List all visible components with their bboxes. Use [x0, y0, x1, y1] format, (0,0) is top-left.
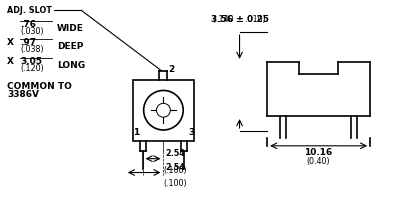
Text: 1: 1: [133, 128, 139, 137]
Text: .76: .76: [20, 20, 36, 29]
Text: (0.40): (0.40): [307, 157, 330, 166]
Text: (.030): (.030): [20, 27, 44, 36]
Circle shape: [156, 103, 170, 117]
Text: X: X: [7, 57, 14, 66]
Bar: [133, 80, 194, 141]
Circle shape: [144, 90, 183, 130]
Text: (.140 ± .010): (.140 ± .010): [213, 5, 266, 24]
Text: WIDE: WIDE: [57, 24, 84, 33]
Text: 2.54: 2.54: [166, 149, 185, 158]
Text: DEEP: DEEP: [57, 42, 83, 51]
Text: 3.05: 3.05: [20, 57, 42, 66]
Text: 2.54: 2.54: [166, 163, 185, 172]
Text: (.100): (.100): [164, 179, 187, 188]
Text: 3: 3: [188, 128, 194, 137]
Text: 2: 2: [168, 65, 175, 74]
Text: .97: .97: [20, 38, 36, 47]
Text: COMMON TO: COMMON TO: [7, 82, 72, 90]
Text: (.038): (.038): [20, 45, 44, 54]
Text: 10.16: 10.16: [304, 148, 333, 157]
Text: (.120): (.120): [20, 64, 44, 73]
Text: 3.56 ± 0.25: 3.56 ± 0.25: [210, 15, 268, 24]
Text: LONG: LONG: [57, 61, 85, 70]
Text: 3386V: 3386V: [7, 90, 39, 99]
Text: ADJ. SLOT: ADJ. SLOT: [7, 6, 52, 15]
Text: X: X: [7, 38, 14, 47]
Text: (.100): (.100): [164, 166, 187, 175]
